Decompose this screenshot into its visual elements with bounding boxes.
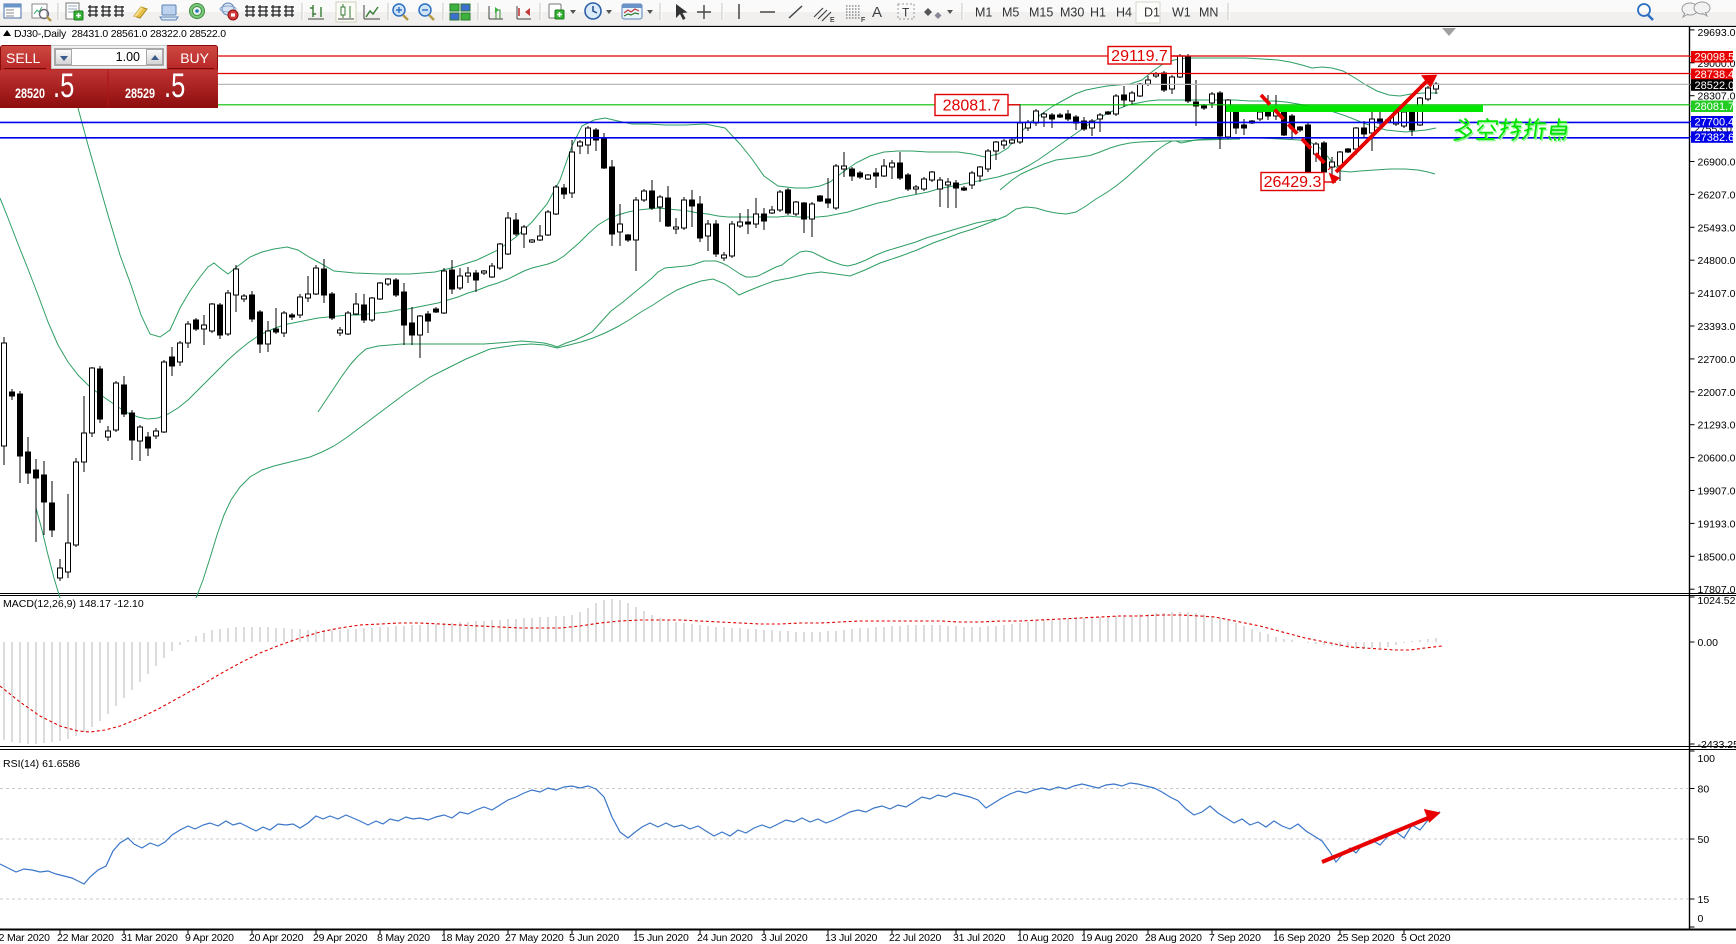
svg-text:27382.6: 27382.6 <box>1695 132 1735 144</box>
svg-text:H1: H1 <box>1090 6 1106 20</box>
svg-text:29119.7: 29119.7 <box>1111 48 1168 65</box>
svg-text:26207.0: 26207.0 <box>1698 189 1736 201</box>
svg-text:5 Oct 2020: 5 Oct 2020 <box>1401 932 1451 944</box>
svg-text:M30: M30 <box>1060 6 1084 20</box>
svg-text:5 Jun 2020: 5 Jun 2020 <box>569 932 619 944</box>
svg-text:26429.3: 26429.3 <box>1264 174 1322 191</box>
svg-text:19193.0: 19193.0 <box>1698 518 1736 530</box>
svg-text:28738.4: 28738.4 <box>1695 69 1735 81</box>
svg-text:W1: W1 <box>1172 6 1191 20</box>
svg-text:22700.0: 22700.0 <box>1698 354 1736 366</box>
svg-text:7 Sep 2020: 7 Sep 2020 <box>1209 932 1261 944</box>
svg-text:25 Sep 2020: 25 Sep 2020 <box>1337 932 1395 944</box>
svg-text:80: 80 <box>1698 784 1710 796</box>
svg-text:29693.0: 29693.0 <box>1698 27 1736 39</box>
svg-text:27 May 2020: 27 May 2020 <box>505 932 564 944</box>
svg-text:31 Mar 2020: 31 Mar 2020 <box>121 932 178 944</box>
svg-text:0: 0 <box>1698 913 1704 925</box>
svg-text:24 Jun 2020: 24 Jun 2020 <box>697 932 753 944</box>
svg-text:M15: M15 <box>1029 6 1053 20</box>
svg-text:M5: M5 <box>1002 6 1019 20</box>
svg-text:RSI(14) 61.6586: RSI(14) 61.6586 <box>3 758 80 770</box>
svg-text:28522.0: 28522.0 <box>1695 80 1735 92</box>
svg-text:19 Aug 2020: 19 Aug 2020 <box>1081 932 1138 944</box>
svg-text:22 Jul 2020: 22 Jul 2020 <box>889 932 941 944</box>
svg-text:E: E <box>830 17 835 24</box>
svg-text:20600.0: 20600.0 <box>1698 453 1736 465</box>
svg-text:50: 50 <box>1698 834 1710 846</box>
svg-text:19907.0: 19907.0 <box>1698 486 1736 498</box>
svg-text:28307.0: 28307.0 <box>1698 91 1736 103</box>
svg-text:8 May 2020: 8 May 2020 <box>377 932 430 944</box>
svg-text:29098.5: 29098.5 <box>1695 52 1735 64</box>
svg-text:13 Jul 2020: 13 Jul 2020 <box>825 932 877 944</box>
svg-text:20 Apr 2020: 20 Apr 2020 <box>249 932 304 944</box>
svg-text:15 Jun 2020: 15 Jun 2020 <box>633 932 689 944</box>
svg-text:15: 15 <box>1698 894 1710 906</box>
svg-text:17807.0: 17807.0 <box>1698 584 1736 596</box>
svg-text:24800.0: 24800.0 <box>1698 255 1736 267</box>
svg-text:9 Apr 2020: 9 Apr 2020 <box>185 932 234 944</box>
svg-text:24107.0: 24107.0 <box>1698 288 1736 300</box>
svg-text:26900.0: 26900.0 <box>1698 157 1736 169</box>
svg-text:27700.4: 27700.4 <box>1695 117 1735 129</box>
svg-text:-2433.25: -2433.25 <box>1698 739 1736 751</box>
svg-text:23393.0: 23393.0 <box>1698 321 1736 333</box>
svg-text:100: 100 <box>1698 753 1716 765</box>
svg-text:31 Jul 2020: 31 Jul 2020 <box>953 932 1005 944</box>
svg-text:22007.0: 22007.0 <box>1698 387 1736 399</box>
svg-text:H4: H4 <box>1116 6 1132 20</box>
svg-text:T: T <box>902 6 910 20</box>
svg-text:28081.7: 28081.7 <box>1695 101 1735 113</box>
svg-text:18 May 2020: 18 May 2020 <box>441 932 500 944</box>
svg-text:16 Sep 2020: 16 Sep 2020 <box>1273 932 1331 944</box>
svg-text:21293.0: 21293.0 <box>1698 420 1736 432</box>
svg-text:28081.7: 28081.7 <box>943 98 1001 115</box>
svg-text:12 Mar 2020: 12 Mar 2020 <box>0 932 50 944</box>
svg-text:MN: MN <box>1199 6 1218 20</box>
svg-text:25493.0: 25493.0 <box>1698 222 1736 234</box>
svg-text:29 Apr 2020: 29 Apr 2020 <box>313 932 368 944</box>
svg-text:D1: D1 <box>1144 6 1160 20</box>
svg-text:3 Jul 2020: 3 Jul 2020 <box>761 932 808 944</box>
svg-text:18500.0: 18500.0 <box>1698 551 1736 563</box>
svg-text:F: F <box>861 17 865 24</box>
svg-text:M1: M1 <box>975 6 992 20</box>
svg-text:0.00: 0.00 <box>1698 637 1719 649</box>
svg-text:22 Mar 2020: 22 Mar 2020 <box>57 932 114 944</box>
svg-text:MACD(12,26,9) 148.17 -12.10: MACD(12,26,9) 148.17 -12.10 <box>3 598 144 610</box>
svg-text:A: A <box>872 4 882 21</box>
svg-text:10 Aug 2020: 10 Aug 2020 <box>1017 932 1074 944</box>
svg-text:1024.52: 1024.52 <box>1698 595 1736 607</box>
svg-text:28 Aug 2020: 28 Aug 2020 <box>1145 932 1202 944</box>
